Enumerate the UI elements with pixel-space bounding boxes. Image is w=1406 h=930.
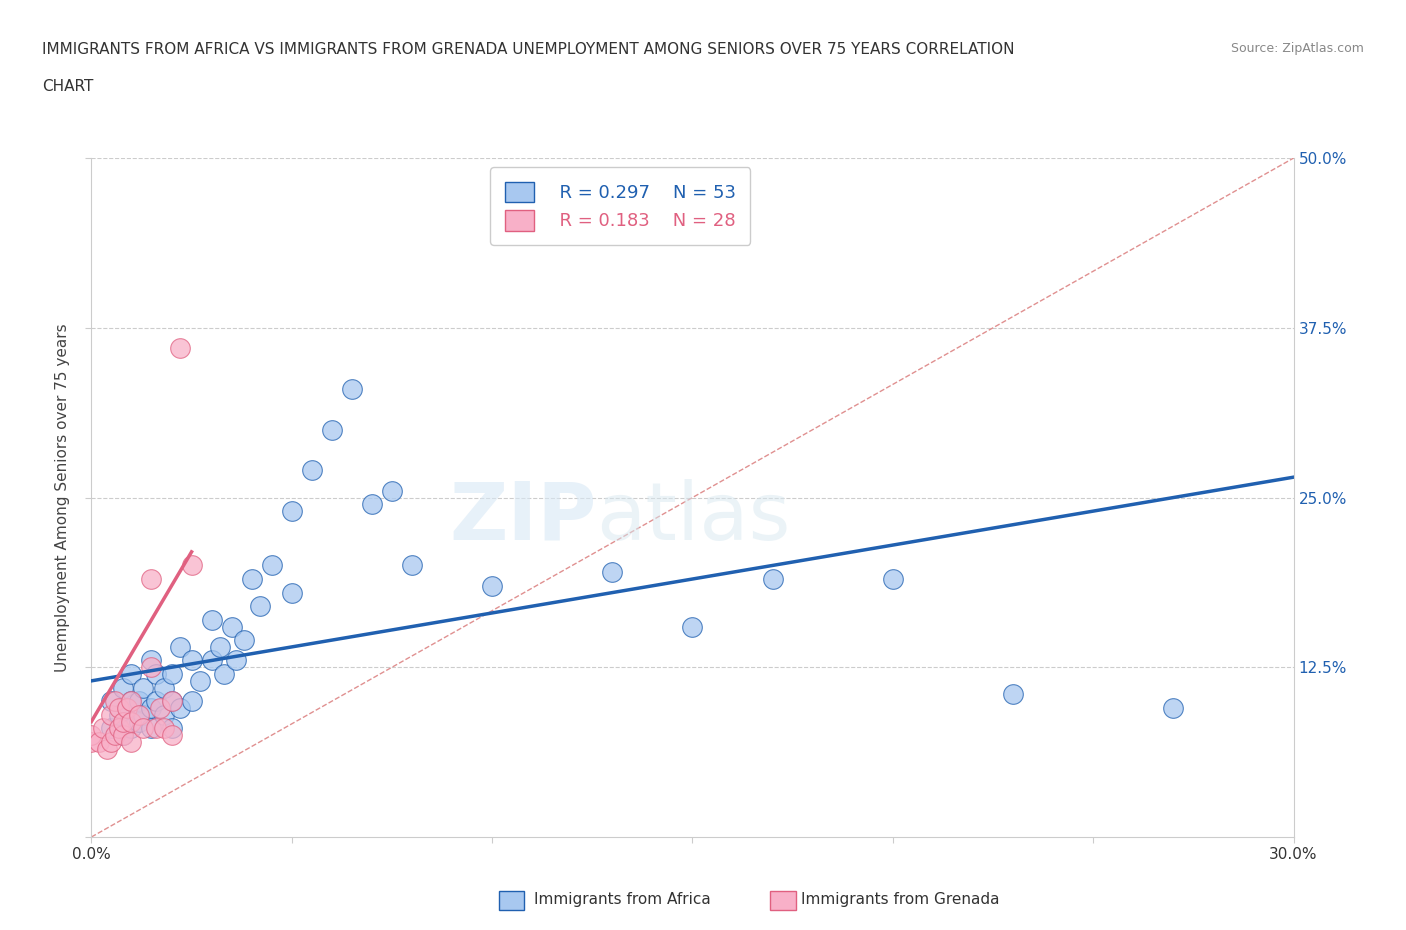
Point [152,680,174,695]
Point [93,721,115,736]
Point [80,735,103,750]
Text: CHART: CHART [42,79,94,94]
Point [128,694,150,709]
Text: atlas: atlas [596,479,790,557]
Point [141,653,163,668]
Point [321,422,343,437]
Legend:   R = 0.297    N = 53,   R = 0.183    N = 28: R = 0.297 N = 53, R = 0.183 N = 28 [491,167,751,245]
Point [249,599,271,614]
Point [141,700,163,715]
Point [381,484,404,498]
Text: Immigrants from Africa: Immigrants from Africa [534,892,711,907]
Point [121,694,143,709]
Point [108,721,131,736]
Point [104,727,127,742]
Text: ZIP: ZIP [449,479,596,557]
Point [212,667,235,682]
Point [188,673,211,688]
Point [121,714,143,729]
Point [100,721,122,736]
Point [108,700,131,715]
Point [117,700,139,715]
Point [141,660,163,675]
Point [301,463,323,478]
Point [145,721,167,736]
Point [169,640,191,655]
Point [281,504,304,519]
Point [112,727,135,742]
Point [89,735,111,750]
Point [169,340,191,355]
Point [340,381,363,396]
Point [180,653,202,668]
Point [112,714,135,729]
Point [128,708,150,723]
Point [882,572,904,587]
Point [121,721,143,736]
Point [481,578,503,593]
Point [132,721,155,736]
Point [208,640,231,655]
Text: Source: ZipAtlas.com: Source: ZipAtlas.com [1230,42,1364,55]
Point [152,721,174,736]
Point [80,727,103,742]
Point [141,572,163,587]
Point [117,700,139,715]
Point [100,735,122,750]
Point [160,667,183,682]
Point [180,558,202,573]
Point [160,694,183,709]
Point [602,565,624,579]
Point [201,612,224,627]
Point [100,708,122,723]
Point [148,700,170,715]
Point [160,721,183,736]
Point [221,619,243,634]
Point [160,727,183,742]
Point [132,680,155,695]
Point [104,694,127,709]
Point [1001,687,1024,702]
Point [121,667,143,682]
Point [225,653,247,668]
Y-axis label: Unemployment Among Seniors over 75 years: Unemployment Among Seniors over 75 years [55,324,70,671]
Text: Immigrants from Grenada: Immigrants from Grenada [801,892,1000,907]
Point [128,714,150,729]
Point [132,708,155,723]
Point [141,721,163,736]
Point [145,694,167,709]
Point [121,694,143,709]
Point [152,708,174,723]
Point [112,680,135,695]
Point [1163,700,1185,715]
Point [180,694,202,709]
Point [240,572,263,587]
Point [762,572,785,587]
Point [360,497,382,512]
Point [281,585,304,600]
Point [145,667,167,682]
Point [260,558,283,573]
Point [681,619,703,634]
Point [121,735,143,750]
Point [100,694,122,709]
Point [160,694,183,709]
Point [169,700,191,715]
Point [112,727,135,742]
Text: IMMIGRANTS FROM AFRICA VS IMMIGRANTS FROM GRENADA UNEMPLOYMENT AMONG SENIORS OVE: IMMIGRANTS FROM AFRICA VS IMMIGRANTS FRO… [42,42,1015,57]
Point [108,708,131,723]
Point [201,653,224,668]
Point [401,558,423,573]
Point [232,632,254,647]
Point [96,741,118,756]
